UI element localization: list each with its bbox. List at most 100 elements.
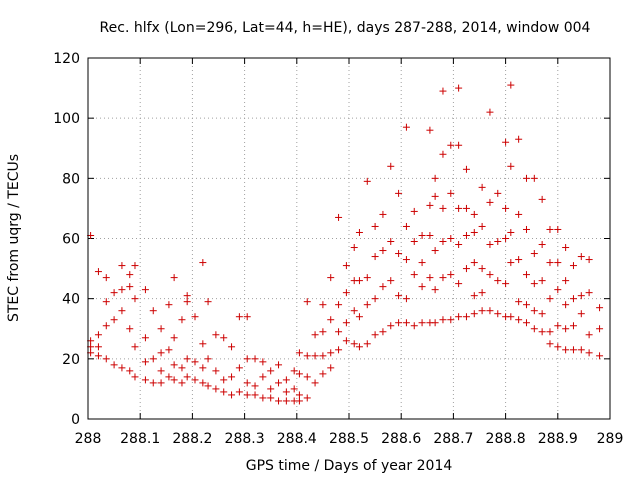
data-point xyxy=(538,241,546,249)
data-point xyxy=(118,286,126,294)
data-point xyxy=(290,385,298,393)
data-point xyxy=(596,304,604,312)
data-point xyxy=(220,388,228,396)
data-point xyxy=(335,328,343,336)
data-point xyxy=(131,373,139,381)
data-point xyxy=(183,355,191,363)
data-point xyxy=(486,307,494,315)
data-point xyxy=(410,238,418,246)
data-point xyxy=(178,379,186,387)
data-point xyxy=(418,259,426,267)
y-tick-label: 120 xyxy=(53,51,80,67)
data-point xyxy=(494,310,502,318)
chart-title: Rec. hlfx (Lon=296, Lat=44, h=HE), days … xyxy=(100,20,591,36)
data-point xyxy=(577,346,585,354)
data-point xyxy=(462,313,470,321)
data-point xyxy=(515,298,523,306)
data-point xyxy=(486,198,494,206)
data-point xyxy=(439,87,447,95)
data-point xyxy=(191,358,199,366)
data-point xyxy=(183,373,191,381)
data-point xyxy=(439,150,447,158)
data-point xyxy=(259,373,267,381)
x-tick-label: 288.3 xyxy=(225,431,265,447)
data-point xyxy=(507,259,515,267)
data-point xyxy=(311,352,319,360)
data-point xyxy=(165,301,173,309)
data-point xyxy=(199,364,207,372)
data-point xyxy=(379,283,387,291)
data-point xyxy=(199,340,207,348)
data-point xyxy=(110,289,118,297)
data-point xyxy=(530,250,538,258)
data-point xyxy=(311,331,319,339)
data-point xyxy=(447,141,455,149)
data-point xyxy=(502,138,510,146)
data-point xyxy=(327,349,335,357)
data-point xyxy=(243,313,251,321)
data-point xyxy=(355,313,363,321)
data-point xyxy=(562,301,570,309)
data-point xyxy=(220,376,228,384)
data-point xyxy=(530,307,538,315)
data-point xyxy=(275,361,283,369)
data-point xyxy=(562,325,570,333)
data-point xyxy=(515,256,523,264)
data-point xyxy=(350,340,358,348)
data-point xyxy=(515,316,523,324)
data-point xyxy=(295,397,303,405)
data-point xyxy=(141,358,149,366)
data-point xyxy=(522,301,530,309)
data-point xyxy=(577,310,585,318)
data-point xyxy=(395,319,403,327)
data-point xyxy=(118,262,126,270)
data-point xyxy=(251,355,259,363)
data-point xyxy=(379,328,387,336)
data-point xyxy=(447,189,455,197)
data-point xyxy=(303,394,311,402)
data-point xyxy=(204,382,212,390)
data-point xyxy=(507,162,515,170)
y-axis-label: STEC from uqrg / TECUs xyxy=(6,154,22,322)
data-point xyxy=(170,274,178,282)
data-point xyxy=(546,295,554,303)
data-point xyxy=(455,141,463,149)
data-point xyxy=(102,274,110,282)
data-point xyxy=(282,397,290,405)
data-point xyxy=(228,391,236,399)
data-point xyxy=(102,298,110,306)
data-point xyxy=(342,262,350,270)
data-point xyxy=(363,340,371,348)
data-point xyxy=(530,174,538,182)
data-point xyxy=(395,292,403,300)
data-point xyxy=(426,274,434,282)
data-point xyxy=(319,301,327,309)
data-point xyxy=(554,322,562,330)
data-point xyxy=(363,177,371,185)
data-point xyxy=(379,247,387,255)
data-point xyxy=(554,286,562,294)
data-point xyxy=(470,228,478,236)
data-point xyxy=(363,301,371,309)
data-point xyxy=(371,331,379,339)
data-point xyxy=(126,271,134,279)
data-point xyxy=(562,346,570,354)
data-point xyxy=(267,385,275,393)
data-point xyxy=(243,379,251,387)
data-point xyxy=(303,352,311,360)
data-point xyxy=(131,343,139,351)
data-point xyxy=(486,271,494,279)
data-point xyxy=(335,346,343,354)
data-point xyxy=(267,394,275,402)
data-point xyxy=(363,274,371,282)
data-point xyxy=(585,349,593,357)
y-tick-label: 100 xyxy=(53,111,80,127)
data-point xyxy=(462,204,470,212)
data-point xyxy=(426,231,434,239)
data-point xyxy=(439,204,447,212)
data-point xyxy=(387,162,395,170)
data-point xyxy=(577,292,585,300)
data-point xyxy=(522,319,530,327)
data-point xyxy=(327,316,335,324)
